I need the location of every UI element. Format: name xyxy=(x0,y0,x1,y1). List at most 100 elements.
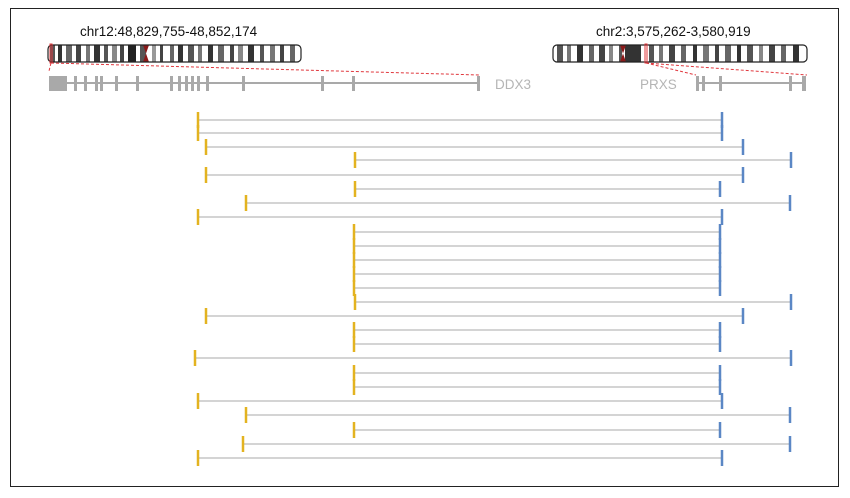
left-chrom-band xyxy=(152,45,156,62)
left-exon xyxy=(321,76,324,91)
left-chrom-band xyxy=(76,45,81,62)
read xyxy=(196,450,724,466)
right-chrom-band xyxy=(649,45,654,62)
read xyxy=(204,308,745,324)
left-chrom-band xyxy=(178,45,183,62)
left-zoom-guide xyxy=(50,62,481,76)
left-exon xyxy=(352,76,355,91)
read xyxy=(193,350,793,366)
left-exon xyxy=(115,76,118,91)
right-centromere xyxy=(620,45,626,62)
left-chrom-band xyxy=(120,45,124,62)
right-chrom-band xyxy=(625,45,641,62)
right-chrom-band xyxy=(659,45,663,62)
right-chrom-outline xyxy=(552,44,808,63)
read xyxy=(196,393,724,409)
split-reads xyxy=(193,112,793,466)
right-chrom-band xyxy=(609,45,613,62)
left-chrom-band xyxy=(94,45,100,62)
read xyxy=(353,181,722,197)
left-chrom-band xyxy=(280,45,284,62)
left-chrom-band xyxy=(170,45,174,62)
left-exon xyxy=(191,76,194,91)
right-chrom-band xyxy=(669,45,675,62)
right-exon xyxy=(702,76,705,91)
left-exon xyxy=(95,76,98,91)
read xyxy=(352,322,722,338)
read xyxy=(352,266,722,282)
left-chrom-band xyxy=(188,45,194,62)
left-chrom-band xyxy=(86,45,90,62)
chromosome-ideograms xyxy=(47,44,808,63)
left-chrom-band xyxy=(208,45,213,62)
left-exon xyxy=(178,76,181,91)
read xyxy=(352,365,722,381)
read xyxy=(196,125,724,141)
figure-frame xyxy=(10,8,839,487)
right-chrom-band xyxy=(715,45,719,62)
read xyxy=(196,209,724,225)
left-chrom-band xyxy=(198,45,202,62)
left-chrom-band xyxy=(104,45,108,62)
left-chrom-band xyxy=(238,45,243,62)
read xyxy=(353,152,793,168)
left-locus-label: chr12:48,829,755-48,852,174 xyxy=(80,24,258,39)
left-ideogram xyxy=(47,44,302,63)
left-exon xyxy=(185,76,188,91)
read xyxy=(352,252,722,268)
left-chrom-band xyxy=(290,45,295,62)
read xyxy=(352,379,722,395)
read xyxy=(244,195,792,211)
right-zoom-guide xyxy=(645,62,697,76)
read xyxy=(241,436,792,452)
left-chrom-band xyxy=(270,45,275,62)
left-chrom-band xyxy=(260,45,264,62)
right-exon xyxy=(802,76,806,91)
left-chrom-band xyxy=(140,45,146,62)
left-chrom-band xyxy=(160,45,163,62)
right-chrom-band xyxy=(781,45,786,62)
read xyxy=(353,294,793,310)
right-chrom-band xyxy=(567,45,571,62)
right-exon xyxy=(696,76,699,91)
left-exon xyxy=(84,76,87,91)
left-exon xyxy=(74,76,77,91)
read xyxy=(204,139,745,155)
left-chrom-band xyxy=(112,45,117,62)
zoom-guides xyxy=(48,43,808,76)
right-gene-label: PRXS xyxy=(640,77,677,92)
read xyxy=(352,224,722,240)
right-chrom-band xyxy=(589,45,594,62)
left-exon xyxy=(206,76,209,91)
right-chrom-band xyxy=(557,45,563,62)
read xyxy=(352,336,722,352)
left-exon xyxy=(170,76,173,91)
left-chrom-outline xyxy=(47,44,302,63)
gene-models xyxy=(49,76,806,91)
right-chrom-band xyxy=(759,45,763,62)
left-chrom-band xyxy=(248,45,254,62)
right-chrom-band xyxy=(599,45,605,62)
left-zoom-guide xyxy=(48,62,52,72)
right-chrom-band xyxy=(577,45,583,62)
right-zoom-guide xyxy=(645,62,808,76)
right-chrom-band xyxy=(747,45,753,62)
read xyxy=(352,422,722,438)
left-exon xyxy=(49,76,67,91)
left-chrom-band xyxy=(230,45,234,62)
left-exon xyxy=(242,76,245,91)
right-chrom-band xyxy=(737,45,741,62)
left-exon xyxy=(100,76,103,91)
left-exon xyxy=(477,76,480,91)
read xyxy=(196,112,724,128)
read xyxy=(204,167,745,183)
left-chrom-band xyxy=(128,45,136,62)
read xyxy=(352,280,722,296)
left-exon xyxy=(136,76,139,91)
right-exon xyxy=(719,76,722,91)
right-ideogram xyxy=(552,44,808,63)
right-region-marker xyxy=(644,43,648,64)
read xyxy=(352,238,722,254)
left-gene-label: DDX3 xyxy=(495,77,531,92)
